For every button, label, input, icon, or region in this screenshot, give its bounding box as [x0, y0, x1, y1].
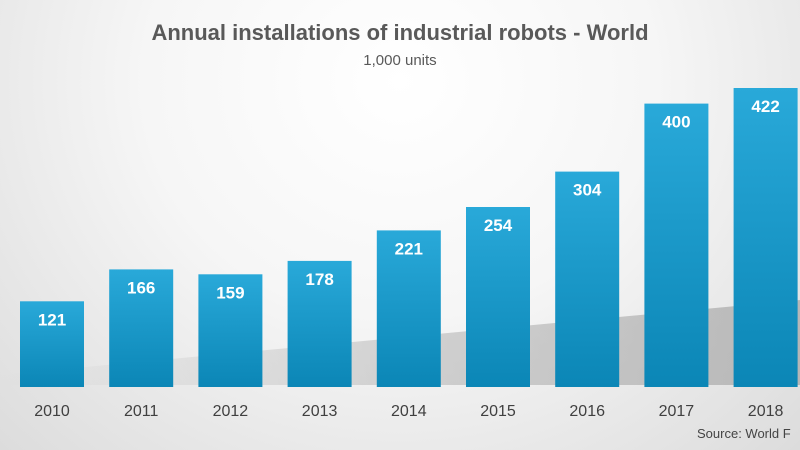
x-tick-label-2011: 2011 — [124, 403, 159, 420]
x-tick-label-2014: 2014 — [391, 403, 427, 420]
bar-2018 — [733, 88, 798, 387]
bar-2015 — [466, 207, 530, 387]
data-label-2010: 121 — [38, 310, 66, 329]
bar-2012 — [198, 274, 263, 387]
data-label-2017: 400 — [662, 113, 690, 132]
x-tick-label-2013: 2013 — [302, 403, 338, 420]
bar-2011 — [109, 269, 174, 387]
data-label-2013: 178 — [305, 270, 333, 289]
x-tick-label-2017: 2017 — [659, 403, 695, 420]
bar-2017 — [644, 103, 709, 387]
x-tick-label-2012: 2012 — [213, 403, 249, 420]
data-label-2018: 422 — [751, 97, 779, 116]
bar-2016 — [555, 171, 620, 387]
data-label-2012: 159 — [216, 283, 244, 302]
data-label-2016: 304 — [573, 181, 602, 200]
bar-2013 — [287, 260, 352, 387]
source-note: Source: World F — [697, 426, 791, 441]
chart-subtitle: 1,000 units — [363, 52, 437, 69]
bar-2014 — [376, 230, 441, 387]
x-tick-label-2015: 2015 — [480, 403, 516, 420]
bar-2010 — [20, 301, 84, 387]
x-tick-label-2018: 2018 — [748, 403, 784, 420]
data-label-2011: 166 — [127, 278, 155, 297]
x-tick-label-2016: 2016 — [569, 403, 605, 420]
data-label-2014: 221 — [395, 239, 423, 258]
chart-title: Annual installations of industrial robot… — [151, 20, 649, 45]
x-tick-label-2010: 2010 — [34, 403, 70, 420]
data-label-2015: 254 — [484, 216, 513, 235]
